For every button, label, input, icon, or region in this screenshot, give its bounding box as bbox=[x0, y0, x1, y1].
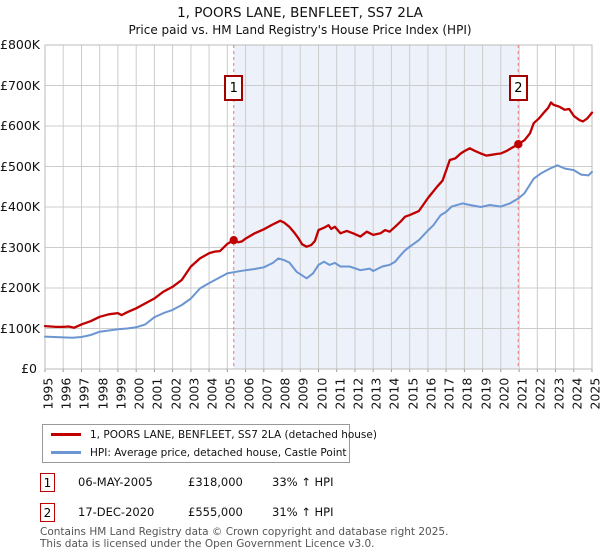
sale-row-1: 1 06-MAY-2005 £318,000 33% ↑ HPI bbox=[40, 473, 560, 493]
x-tick-label: 2001 bbox=[149, 377, 165, 410]
page-subtitle: Price paid vs. HM Land Registry's House … bbox=[128, 23, 472, 37]
x-tick-label: 2023 bbox=[551, 377, 567, 410]
footer-line-2: This data is licensed under the Open Gov… bbox=[40, 537, 375, 550]
y-tick-label: £500K bbox=[0, 158, 41, 174]
y-tick-label: £100K bbox=[0, 320, 41, 336]
x-tick-label: 2025 bbox=[587, 377, 600, 410]
sale-2-number-badge: 2 bbox=[40, 503, 55, 522]
footer-line-1: Contains HM Land Registry data © Crown c… bbox=[40, 526, 449, 538]
x-tick-label: 2003 bbox=[186, 377, 202, 410]
legend-label-property: 1, POORS LANE, BENFLEET, SS7 2LA (detach… bbox=[90, 428, 377, 441]
x-tick-label: 1996 bbox=[58, 377, 74, 410]
x-tick-label: 2022 bbox=[532, 377, 548, 410]
x-tick-label: 1995 bbox=[40, 377, 56, 410]
red-line-swatch bbox=[51, 433, 81, 436]
x-tick-label: 2013 bbox=[368, 377, 384, 410]
y-tick-label: £600K bbox=[0, 118, 41, 133]
legend-row-property: 1, POORS LANE, BENFLEET, SS7 2LA (detach… bbox=[43, 427, 377, 442]
x-tick-label: 2007 bbox=[259, 377, 275, 410]
x-tick-label: 1997 bbox=[76, 377, 92, 410]
x-tick-label: 2017 bbox=[441, 377, 457, 410]
page-title: 1, POORS LANE, BENFLEET, SS7 2LA bbox=[177, 5, 423, 21]
x-tick-label: 2005 bbox=[222, 377, 238, 410]
sale-1-price: £318,000 bbox=[188, 475, 243, 489]
legend-label-hpi: HPI: Average price, detached house, Cast… bbox=[90, 446, 347, 459]
x-tick-label: 2008 bbox=[277, 377, 293, 410]
hpi-line bbox=[44, 164, 593, 339]
y-tick-label: £800K bbox=[0, 37, 41, 52]
x-tick-label: 2024 bbox=[569, 377, 585, 410]
y-tick-label: £400K bbox=[0, 199, 41, 214]
price-chart bbox=[43, 44, 594, 372]
x-tick-label: 2015 bbox=[405, 377, 421, 410]
x-tick-label: 2019 bbox=[478, 377, 494, 410]
blue-line-swatch bbox=[51, 451, 81, 454]
sale-row-2: 2 17-DEC-2020 £555,000 31% ↑ HPI bbox=[40, 503, 560, 523]
sale-marker-box-2: 2 bbox=[508, 75, 528, 101]
sale-marker-box-1: 1 bbox=[224, 75, 244, 101]
sale-2-price: £555,000 bbox=[188, 505, 243, 519]
x-tick-label: 2000 bbox=[131, 377, 147, 410]
sale-1-date: 06-MAY-2005 bbox=[78, 475, 153, 489]
x-tick-label: 1998 bbox=[95, 377, 111, 410]
sale-1-hpi-delta: 33% ↑ HPI bbox=[272, 475, 334, 489]
legend-row-hpi: HPI: Average price, detached house, Cast… bbox=[43, 445, 349, 460]
x-tick-label: 2020 bbox=[496, 377, 512, 410]
sale-2-date: 17-DEC-2020 bbox=[78, 505, 155, 519]
license-footer: Contains HM Land Registry data © Crown c… bbox=[40, 526, 600, 550]
x-tick-label: 1999 bbox=[113, 377, 129, 410]
x-tick-label: 2012 bbox=[350, 377, 366, 410]
x-tick-label: 2018 bbox=[459, 377, 475, 410]
x-tick-label: 2014 bbox=[386, 377, 402, 410]
plot-border bbox=[44, 44, 593, 370]
x-tick-label: 2002 bbox=[168, 377, 184, 410]
y-tick-label: £200K bbox=[0, 280, 41, 295]
y-tick-label: £300K bbox=[0, 239, 41, 255]
sale-point-dot bbox=[514, 140, 523, 149]
y-tick-label: £0 bbox=[21, 361, 37, 376]
sale-point-dot bbox=[229, 236, 238, 245]
x-tick-label: 2006 bbox=[241, 377, 257, 410]
x-tick-label: 2004 bbox=[204, 377, 220, 410]
sale-1-number-badge: 1 bbox=[40, 473, 55, 492]
x-tick-label: 2011 bbox=[332, 377, 348, 410]
sale-2-hpi-delta: 31% ↑ HPI bbox=[272, 505, 334, 519]
y-tick-label: £700K bbox=[0, 77, 41, 93]
legend: 1, POORS LANE, BENFLEET, SS7 2LA (detach… bbox=[42, 424, 377, 463]
x-tick-label: 2021 bbox=[514, 377, 530, 410]
x-tick-label: 2016 bbox=[423, 377, 439, 410]
x-tick-label: 2010 bbox=[314, 377, 329, 410]
x-tick-label: 2009 bbox=[295, 377, 311, 410]
